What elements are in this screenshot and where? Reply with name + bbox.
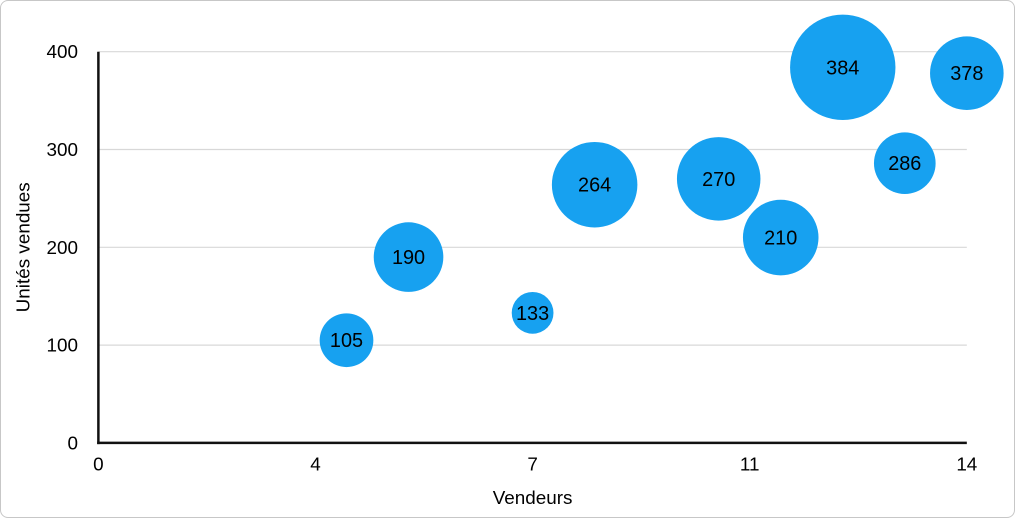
bubble-value-label: 210: [764, 227, 797, 249]
x-axis-title: Vendeurs: [493, 488, 573, 509]
bubble-value-label: 133: [516, 303, 549, 325]
bubble-190[interactable]: 190: [373, 222, 444, 292]
y-axis-title: Unités vendues: [13, 182, 34, 312]
bubble-286[interactable]: 286: [873, 132, 936, 195]
bubble-270[interactable]: 270: [676, 137, 761, 221]
x-tick-label-7: 7: [527, 454, 538, 475]
bubble-value-label: 384: [826, 57, 859, 79]
bubble-264[interactable]: 264: [551, 141, 638, 228]
bubble-value-label: 286: [888, 153, 921, 175]
y-tick-label-200: 200: [46, 238, 77, 259]
bubble-circle[interactable]: [676, 137, 761, 221]
bubble-value-label: 378: [950, 63, 983, 85]
bubble-105[interactable]: 105: [319, 313, 374, 368]
bubble-circle[interactable]: [511, 291, 554, 334]
y-tick-label-100: 100: [46, 336, 77, 357]
x-tick-label-14: 14: [956, 454, 977, 475]
bubble-378[interactable]: 378: [930, 36, 1004, 111]
bubble-value-label: 264: [578, 175, 611, 197]
x-tick-label-4: 4: [310, 454, 320, 475]
bubble-circle[interactable]: [742, 199, 819, 276]
y-tick-label-300: 300: [46, 140, 77, 161]
x-tick-label-11: 11: [740, 454, 760, 475]
bubble-210[interactable]: 210: [742, 199, 819, 276]
bubble-circle[interactable]: [373, 222, 444, 292]
bubble-value-label: 190: [392, 247, 425, 269]
y-tick-label-0: 0: [67, 433, 77, 454]
x-tick-label-0: 0: [93, 454, 104, 475]
bubble-133[interactable]: 133: [511, 291, 554, 334]
bubble-value-label: 105: [330, 330, 363, 352]
bubble-circle[interactable]: [319, 313, 374, 368]
bubble-circle[interactable]: [551, 141, 638, 228]
bubble-circle[interactable]: [873, 132, 936, 195]
bubble-value-label: 270: [702, 169, 735, 191]
bubble-circle[interactable]: [790, 14, 896, 121]
bubble-circle[interactable]: [930, 36, 1004, 111]
y-tick-label-400: 400: [46, 42, 77, 63]
bubble-384[interactable]: 384: [790, 14, 896, 121]
